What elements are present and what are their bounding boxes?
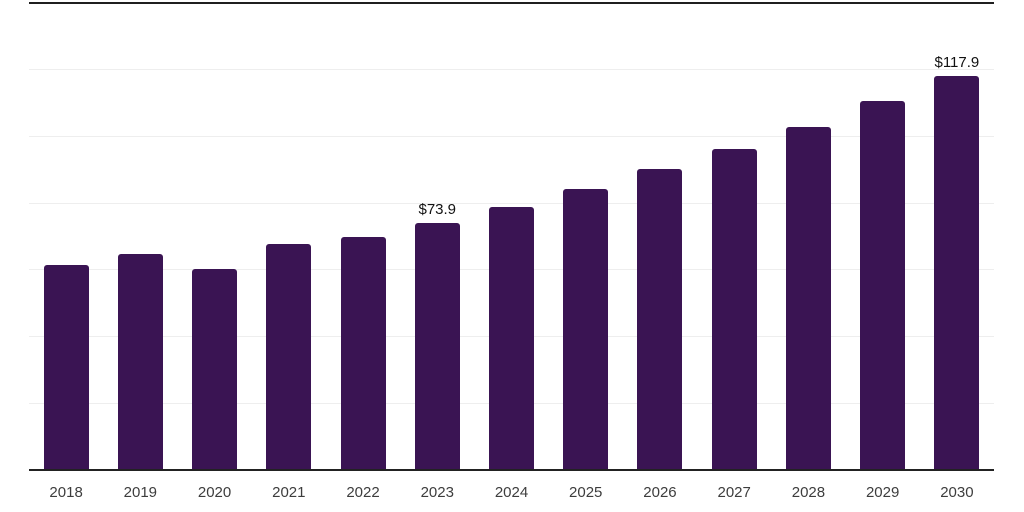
bar-2027 bbox=[711, 148, 757, 470]
x-tick-label: 2019 bbox=[123, 484, 158, 501]
bar-2029 bbox=[860, 101, 906, 470]
bar-2026 bbox=[637, 168, 683, 470]
x-axis-line bbox=[29, 469, 994, 471]
x-tick-label: 2023 bbox=[420, 484, 454, 501]
bar-2021 bbox=[266, 243, 312, 470]
x-tick-label: 2025 bbox=[569, 484, 603, 501]
bar-2030 bbox=[934, 75, 980, 470]
bar-value-label: $117.9 bbox=[934, 53, 980, 71]
bar-2028 bbox=[785, 126, 831, 470]
bar-2019 bbox=[117, 253, 163, 470]
bar-2020 bbox=[192, 269, 238, 470]
bar-2018 bbox=[43, 265, 89, 470]
x-tick-label: 2020 bbox=[197, 484, 232, 501]
bar-2022 bbox=[340, 236, 386, 470]
bar-2023 bbox=[414, 222, 460, 470]
x-tick-label: 2021 bbox=[272, 484, 306, 501]
bar-2024 bbox=[489, 206, 534, 470]
x-tick-label: 2022 bbox=[346, 484, 380, 501]
gridline bbox=[29, 68, 994, 70]
gridline bbox=[29, 135, 994, 137]
x-tick-label: 2024 bbox=[494, 484, 529, 501]
x-tick-label: 2018 bbox=[49, 484, 83, 501]
bar-value-label: $73.9 bbox=[418, 200, 457, 218]
gridline bbox=[29, 202, 994, 204]
x-tick-label: 2026 bbox=[643, 484, 677, 501]
bar-2025 bbox=[563, 188, 609, 470]
x-tick-label: 2027 bbox=[717, 484, 751, 501]
x-tick-label: 2028 bbox=[791, 484, 826, 501]
x-tick-label: 2030 bbox=[940, 484, 974, 501]
top-border-line bbox=[29, 2, 994, 4]
x-tick-label: 2029 bbox=[865, 484, 900, 501]
